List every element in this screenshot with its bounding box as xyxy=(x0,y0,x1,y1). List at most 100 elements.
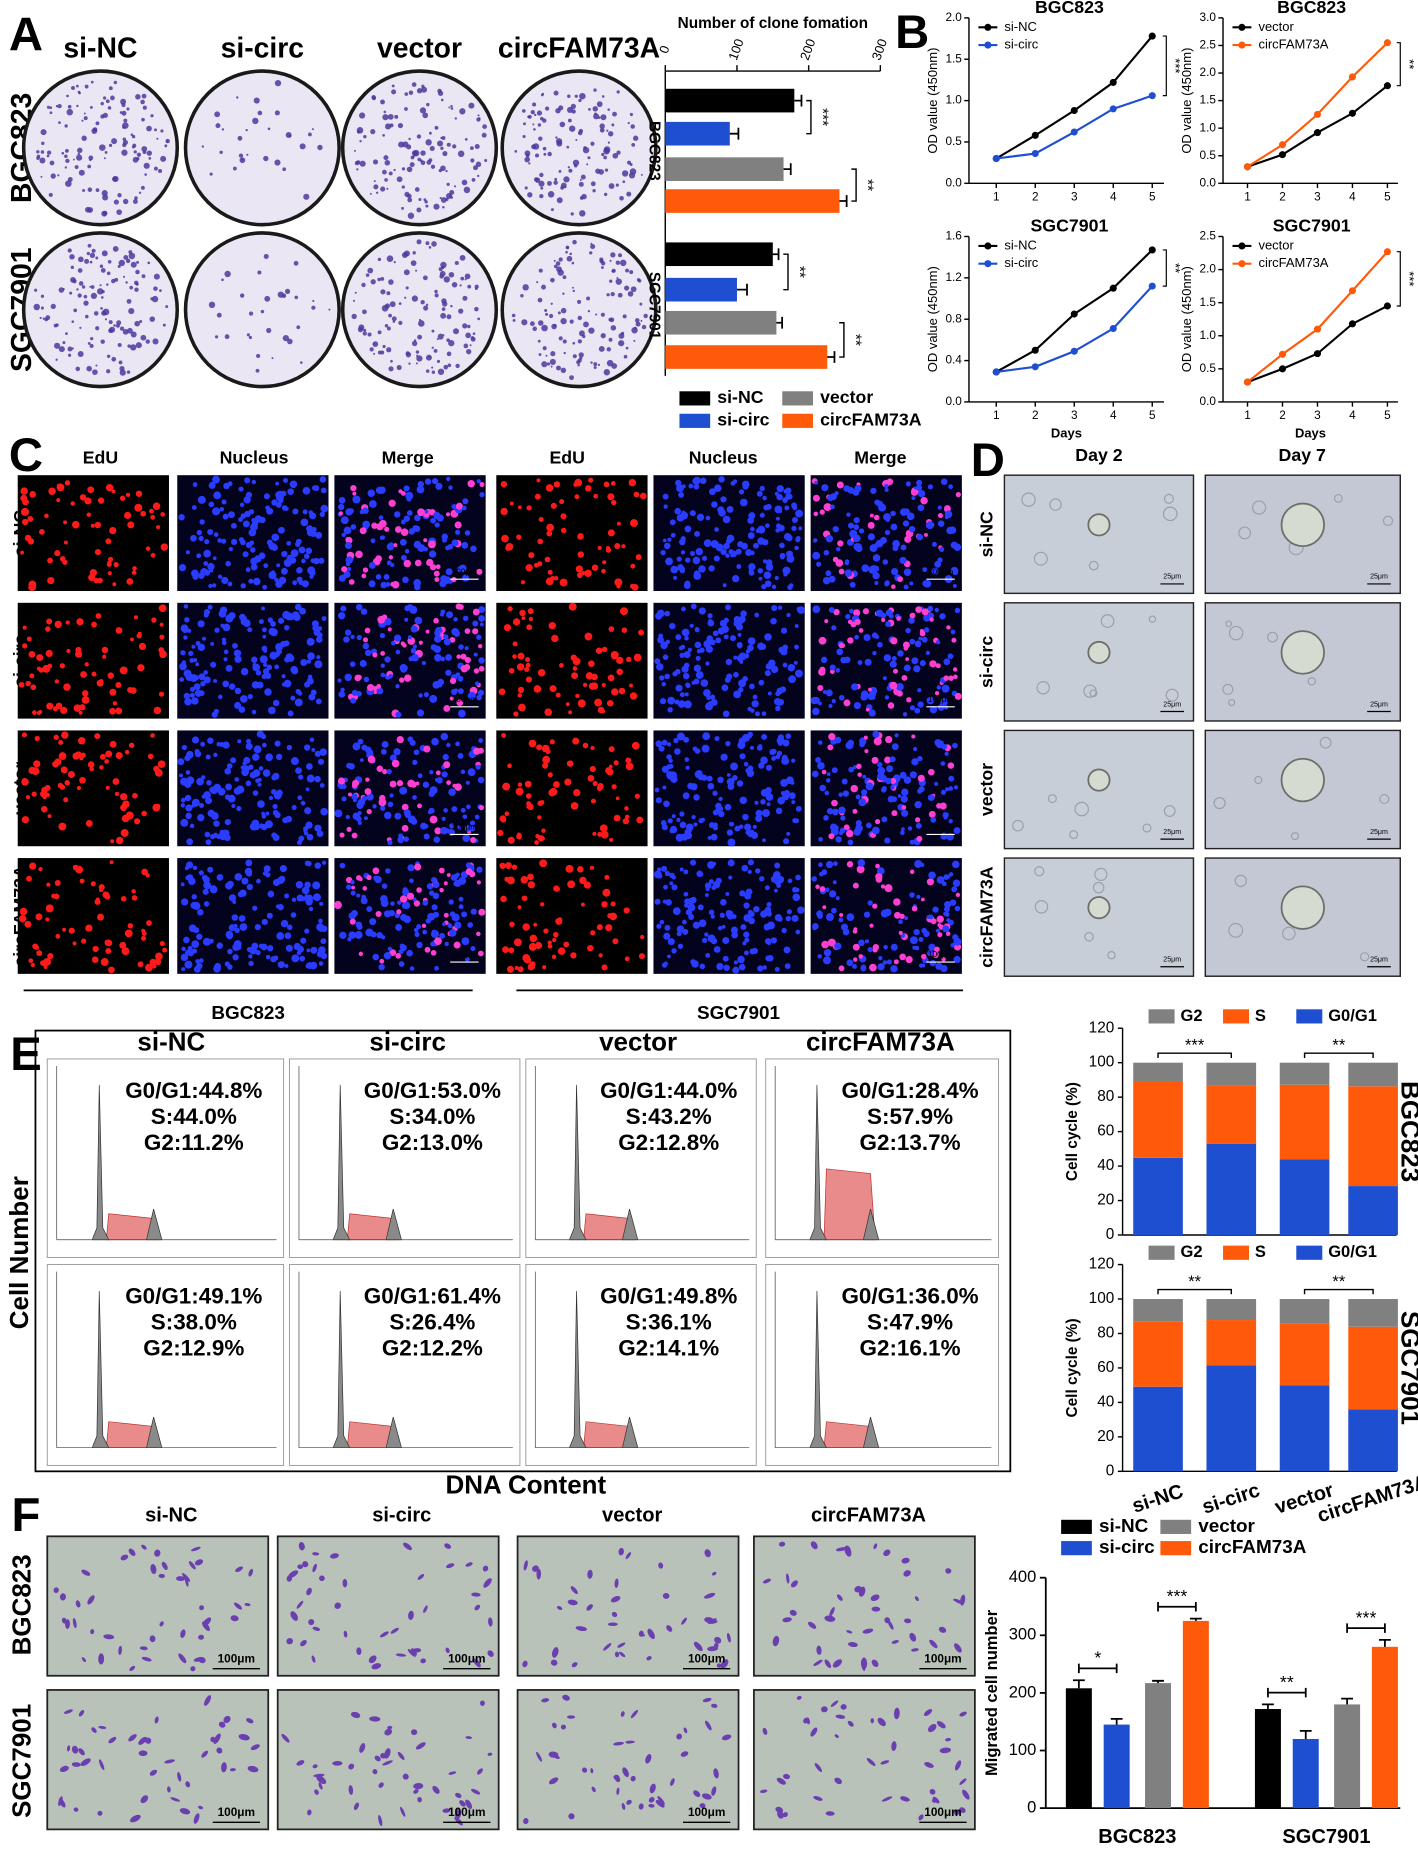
colony xyxy=(539,173,543,177)
cell xyxy=(192,799,200,807)
colony xyxy=(598,169,604,175)
colony xyxy=(41,142,44,145)
cell xyxy=(914,708,920,714)
cell xyxy=(767,802,771,806)
row-label: SGC7901 xyxy=(6,1704,36,1818)
cell xyxy=(854,702,861,709)
cell xyxy=(941,790,946,795)
cell xyxy=(682,929,688,935)
colony xyxy=(617,90,620,93)
cell xyxy=(897,690,903,696)
cell xyxy=(768,659,775,666)
colony xyxy=(435,126,439,130)
cell xyxy=(299,580,304,585)
cell xyxy=(283,478,288,483)
colony xyxy=(68,105,72,109)
cell xyxy=(609,838,613,842)
cell xyxy=(597,786,603,792)
colony xyxy=(466,349,471,354)
cell xyxy=(742,734,750,742)
cell xyxy=(306,948,310,952)
cell xyxy=(369,562,376,569)
cell xyxy=(863,608,869,614)
cell xyxy=(290,696,295,701)
cell xyxy=(241,668,248,675)
cell xyxy=(533,923,537,927)
colony xyxy=(126,107,129,110)
cell xyxy=(424,692,429,697)
cell xyxy=(696,656,701,661)
cell xyxy=(733,656,737,660)
cell xyxy=(700,964,706,970)
colony xyxy=(413,251,416,254)
cell xyxy=(339,575,346,582)
colony xyxy=(143,106,147,110)
cell xyxy=(58,823,66,831)
cell xyxy=(161,543,168,550)
cell xyxy=(796,930,800,934)
colony xyxy=(618,253,622,257)
cell xyxy=(45,626,50,631)
cell xyxy=(690,860,696,866)
cell xyxy=(38,710,42,714)
dish xyxy=(24,233,178,387)
cell xyxy=(728,783,735,790)
colony xyxy=(160,129,163,132)
cell xyxy=(334,810,342,818)
cell xyxy=(429,695,437,703)
cell xyxy=(465,530,470,535)
colony xyxy=(631,286,637,292)
colony xyxy=(143,150,147,154)
colony xyxy=(442,301,447,306)
x-axis-title: Days xyxy=(1051,425,1082,440)
cell xyxy=(141,936,146,941)
cell xyxy=(734,616,741,623)
colony xyxy=(623,314,627,318)
cell xyxy=(141,811,147,817)
cell xyxy=(905,628,910,633)
bar-segment xyxy=(1280,1085,1330,1159)
colony xyxy=(84,259,89,264)
colony xyxy=(539,194,543,198)
cell xyxy=(901,544,907,550)
cell xyxy=(276,754,282,760)
colony xyxy=(406,144,411,149)
cell xyxy=(685,557,690,562)
cell xyxy=(75,751,82,758)
cell xyxy=(213,820,220,827)
cell xyxy=(257,730,264,737)
colony xyxy=(538,340,541,343)
cell xyxy=(910,613,916,619)
cell xyxy=(917,701,923,707)
bar xyxy=(1104,1725,1130,1809)
bar-segment xyxy=(1280,1159,1330,1235)
cell xyxy=(183,635,187,639)
cell xyxy=(365,788,372,795)
cell xyxy=(918,937,923,942)
cell xyxy=(541,828,545,832)
colony xyxy=(600,128,605,133)
cell xyxy=(307,895,312,900)
cell xyxy=(630,564,635,569)
cell xyxy=(905,657,909,661)
cell xyxy=(279,577,286,584)
colony xyxy=(445,198,448,201)
cell xyxy=(256,950,261,955)
phase-percent: G2:11.2% xyxy=(144,1130,244,1155)
cell xyxy=(267,945,273,951)
cell xyxy=(85,662,89,666)
cell xyxy=(906,956,913,963)
colony xyxy=(415,187,420,192)
cell xyxy=(824,949,831,956)
cell xyxy=(659,675,664,680)
cell xyxy=(381,673,386,678)
cell xyxy=(297,840,302,845)
colony xyxy=(59,287,64,292)
y-axis-title: OD value (450nm) xyxy=(925,266,940,372)
x-tick-label: 4 xyxy=(1110,408,1117,422)
legend-swatch xyxy=(1061,1520,1092,1534)
cell xyxy=(436,564,441,569)
cell xyxy=(705,661,709,665)
cell xyxy=(762,496,767,501)
cell xyxy=(690,551,695,556)
